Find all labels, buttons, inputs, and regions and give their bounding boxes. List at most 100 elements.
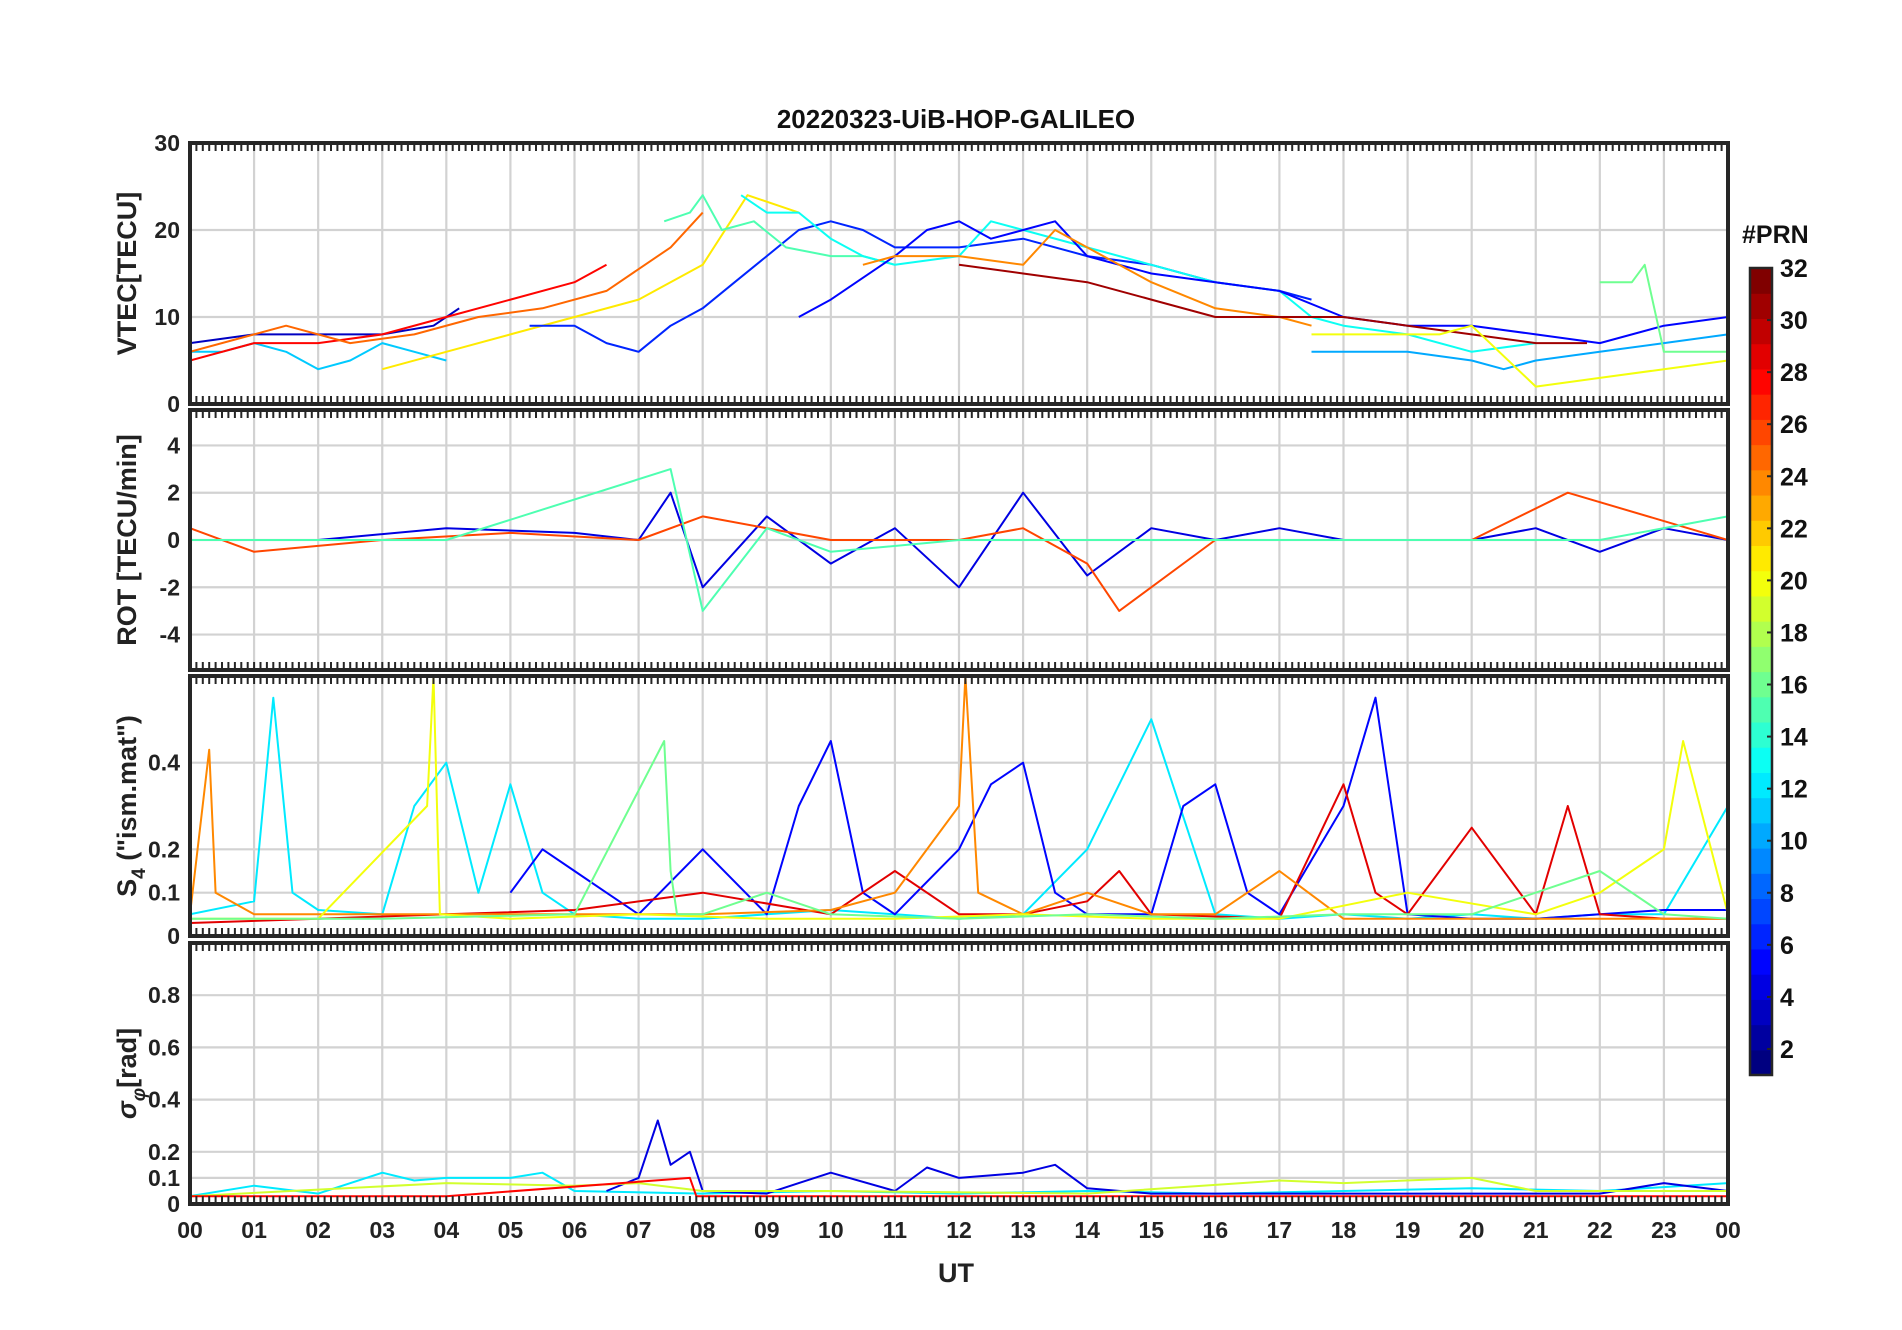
rot-y-axis-label: ROT [TECU/min]	[112, 434, 142, 645]
rot-x-tick-marks	[195, 410, 1723, 670]
sigma_phi-x-tick-marks	[195, 943, 1723, 1204]
rot-y-tick-label: 0	[167, 527, 180, 553]
rot-frame	[188, 408, 1730, 672]
x-tick-label: 22	[1587, 1217, 1613, 1243]
panel-sigma_phi: 00.10.2 0.4 0.6 0.8 σφ[rad]	[112, 941, 1730, 1217]
s4-series-group	[190, 676, 1728, 924]
colorbar-band	[1750, 822, 1772, 849]
colorbar-tick-label: 24	[1780, 463, 1808, 491]
s4-series-prn-16	[190, 740, 1728, 920]
rot-series-group	[190, 468, 1728, 612]
s4-y-tick-label: 0	[167, 923, 180, 949]
colorbar-band	[1750, 974, 1772, 1000]
colorbar-band	[1750, 923, 1772, 950]
sigma_phi-y-tick-label: 0.2	[148, 1139, 180, 1165]
colorbar-tick-label: 18	[1780, 619, 1808, 647]
colorbar-band	[1750, 999, 1772, 1026]
x-tick-label: 00	[177, 1217, 203, 1243]
x-tick-label: 19	[1395, 1217, 1421, 1243]
colorbar-band	[1750, 570, 1772, 597]
x-tick-label: 18	[1331, 1217, 1357, 1243]
colorbar-band	[1750, 469, 1772, 496]
s4-y-tick-label: 0.1	[148, 880, 180, 906]
sigma_phi-y-tick-label: 0.1	[148, 1165, 180, 1191]
vtec-y-tick-label: 20	[154, 217, 180, 243]
colorbar-tick-label: 8	[1780, 880, 1794, 908]
x-tick-label: 20	[1459, 1217, 1485, 1243]
s4-frame	[188, 674, 1730, 938]
vtec-series-prn-28	[190, 263, 607, 362]
colorbar-band	[1750, 873, 1772, 900]
x-tick-label: 09	[754, 1217, 780, 1243]
colorbar-band	[1750, 494, 1772, 521]
colorbar-tick-label: 12	[1780, 776, 1808, 804]
colorbar-band	[1750, 671, 1772, 698]
sigma_phi-frame	[188, 941, 1730, 1206]
colorbar-frame	[1748, 266, 1774, 1077]
colorbar-band	[1750, 646, 1772, 673]
colorbar-tick-label: 30	[1780, 307, 1808, 335]
chart-title: 20220323-UiB-HOP-GALILEO	[777, 104, 1135, 134]
x-tick-label: 10	[818, 1217, 844, 1243]
x-tick-label: 15	[1138, 1217, 1164, 1243]
s4-series-prn-24	[190, 676, 1728, 920]
s4-y-tick-label: 0.2	[148, 836, 180, 862]
colorbar-band	[1750, 595, 1772, 622]
colorbar-band	[1750, 696, 1772, 723]
x-tick-label: 07	[626, 1217, 652, 1243]
rot-series-prn-15	[190, 468, 1728, 612]
colorbar-title: #PRN	[1742, 221, 1809, 249]
x-tick-label: 06	[562, 1217, 588, 1243]
colorbar-tick-label: 20	[1780, 567, 1808, 595]
s4-y-axis-label: S4 ("ism.mat")	[112, 715, 150, 897]
x-tick-label: 16	[1203, 1217, 1229, 1243]
colorbar-tick-label: 28	[1780, 359, 1808, 387]
x-tick-label: 13	[1010, 1217, 1036, 1243]
s4-y-tick-label: 0.4	[148, 750, 180, 776]
x-tick-label: 01	[241, 1217, 267, 1243]
colorbar-band	[1750, 268, 1772, 294]
colorbar-tick-label: 26	[1780, 411, 1808, 439]
s4-x-tick-marks	[195, 676, 1723, 936]
colorbar-band	[1750, 1049, 1772, 1076]
x-tick-label: 04	[434, 1217, 460, 1243]
colorbar-band	[1750, 747, 1772, 773]
x-tick-label: 12	[946, 1217, 972, 1243]
colorbar-band	[1750, 898, 1772, 925]
s4-series-prn-5	[509, 696, 1728, 920]
x-axis-label: UT	[938, 1258, 974, 1288]
sigma_phi-y-axis-label: σφ[rad]	[112, 1028, 150, 1119]
colorbar-band	[1750, 444, 1772, 471]
vtec-y-tick-label: 0	[167, 391, 180, 417]
vtec-series-prn-25	[190, 211, 704, 353]
rot-y-tick-label: -4	[160, 622, 181, 648]
s4-series-prn-29	[190, 783, 1728, 924]
x-tick-label: 00	[1715, 1217, 1741, 1243]
x-tick-label: 03	[369, 1217, 395, 1243]
s4-series-prn-20	[190, 676, 1728, 920]
sigma_phi-y-tick-label: 0.8	[148, 982, 180, 1008]
sigma_phi-series-prn-12	[190, 1171, 1728, 1198]
colorbar-band	[1750, 1024, 1772, 1051]
vtec-frame	[188, 141, 1730, 406]
colorbar-tick-label: 14	[1780, 724, 1808, 752]
vtec-y-tick-label: 30	[154, 130, 180, 156]
colorbar-band	[1750, 772, 1772, 799]
panel-vtec: 0 10 20 30 VTEC[TECU]	[112, 130, 1730, 417]
colorbar-band	[1750, 848, 1772, 874]
vtec-series-prn-24	[862, 229, 1312, 327]
x-tick-label: 08	[690, 1217, 716, 1243]
colorbar-tick-label: 16	[1780, 672, 1808, 700]
colorbar-band	[1750, 621, 1772, 647]
x-tick-label: 05	[498, 1217, 524, 1243]
vtec-series-prn-5	[798, 220, 1728, 345]
vtec-y-tick-label: 10	[154, 304, 180, 330]
vtec-series-prn-3	[190, 307, 460, 345]
rot-y-tick-label: 2	[167, 480, 180, 506]
vtec-series-prn-16	[1599, 263, 1728, 353]
sigma_phi-series-prn-19	[190, 1176, 1728, 1198]
